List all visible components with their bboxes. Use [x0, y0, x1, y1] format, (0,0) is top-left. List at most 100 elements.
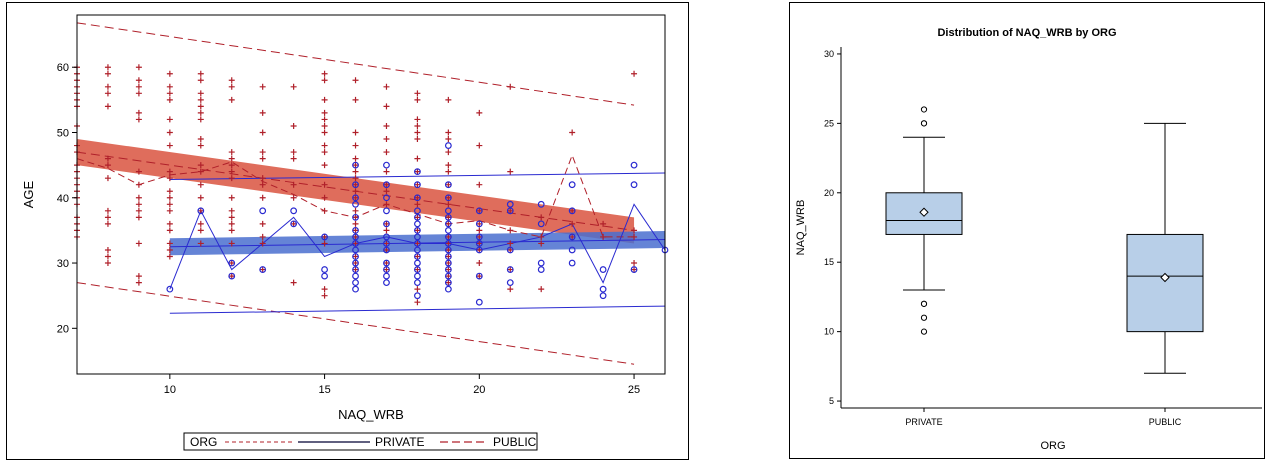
data-point-public [352, 162, 359, 169]
data-point-public [104, 90, 111, 97]
y-tick-label: 20 [57, 323, 69, 335]
data-point-public [414, 136, 421, 143]
data-point-private [444, 253, 452, 260]
data-point-public [414, 240, 421, 247]
data-point-public [352, 266, 359, 273]
data-point-private [321, 272, 328, 280]
data-point-public [507, 266, 514, 273]
data-point-public [476, 109, 483, 116]
data-point-public [476, 207, 483, 214]
data-point-public [569, 129, 576, 136]
data-point-private [383, 279, 390, 287]
data-point-public [600, 220, 607, 227]
x-tick-label: 25 [628, 384, 640, 396]
data-point-public [414, 286, 421, 293]
data-point-public [321, 96, 328, 103]
data-point-private [444, 142, 452, 149]
data-point-public [197, 142, 204, 149]
data-point-public [197, 90, 204, 97]
data-point-public [321, 109, 328, 116]
data-point-public [104, 155, 111, 162]
data-point-private [568, 181, 576, 189]
data-point-public [445, 246, 452, 253]
data-point-public [197, 168, 204, 175]
y-axis-label: NAQ_WRB [795, 200, 807, 256]
data-point-public [197, 220, 204, 227]
data-point-private [475, 233, 483, 241]
data-point-public [135, 181, 142, 188]
data-point-private [444, 194, 452, 202]
data-point-public [445, 149, 452, 156]
data-point-public [538, 286, 545, 293]
data-point-public [228, 273, 235, 280]
data-point-private [414, 213, 421, 221]
data-point-public [321, 240, 328, 247]
data-point-private [383, 240, 390, 247]
data-point-private [352, 161, 359, 169]
data-point-public [166, 142, 173, 149]
data-point-private [537, 200, 545, 208]
data-point-public [352, 220, 359, 227]
data-point-public [197, 227, 204, 234]
data-point-public [383, 181, 390, 188]
data-point-public [104, 83, 111, 90]
y-tick-label: 50 [57, 127, 69, 139]
data-point-public [104, 260, 111, 267]
data-point-public [631, 260, 638, 267]
data-point-public [228, 162, 235, 169]
data-point-public [104, 207, 111, 214]
data-point-public [166, 96, 173, 103]
data-point-private [383, 181, 390, 189]
y-tick-label: 40 [57, 193, 69, 205]
data-point-private [352, 266, 359, 273]
box-plot-panel: Distribution of NAQ_WRB by ORG 5 10 15 20 25 3… [789, 2, 1265, 459]
data-point-public [290, 220, 297, 227]
data-point-private [414, 266, 421, 273]
x-tick-label: PUBLIC [1149, 417, 1182, 427]
data-point-public [104, 253, 111, 260]
data-point-private [414, 168, 421, 176]
data-point-public [321, 122, 328, 129]
data-point-public [383, 260, 390, 267]
data-point-public [166, 168, 173, 175]
data-point-public [135, 90, 142, 97]
data-point-public [104, 64, 111, 71]
data-point-public [476, 246, 483, 253]
x-tick-label: 15 [318, 384, 330, 396]
data-point-public [135, 83, 142, 90]
y-tick-label: 60 [57, 62, 69, 74]
data-point-public [290, 149, 297, 156]
data-point-public [383, 149, 390, 156]
outlier-point [920, 106, 928, 113]
data-point-public [383, 168, 390, 175]
prediction-limit-private [169, 172, 666, 180]
data-point-public [538, 233, 545, 240]
data-point-public [321, 286, 328, 293]
data-point-public [414, 214, 421, 221]
data-point-public [321, 116, 328, 123]
data-point-public [228, 260, 235, 267]
legend-title: ORG [190, 435, 217, 449]
data-point-public [135, 109, 142, 116]
data-point-public [383, 83, 390, 90]
prediction-limit-private [169, 305, 666, 314]
data-point-public [569, 207, 576, 214]
data-point-private [599, 292, 607, 300]
data-point-public [166, 129, 173, 136]
data-point-public [352, 227, 359, 234]
data-point-private [537, 259, 545, 267]
data-point-private [259, 207, 267, 215]
data-point-public [352, 194, 359, 201]
data-point-private [475, 298, 483, 306]
data-point-private [352, 181, 359, 189]
data-point-public [135, 273, 142, 280]
data-point-private [506, 200, 514, 208]
data-point-public [383, 201, 390, 208]
data-point-public [476, 233, 483, 240]
data-point-public [383, 266, 390, 273]
data-point-public [135, 201, 142, 208]
data-point-private [630, 181, 638, 189]
y-tick-label: 10 [824, 327, 834, 337]
data-point-public [414, 194, 421, 201]
data-point-public [197, 109, 204, 116]
